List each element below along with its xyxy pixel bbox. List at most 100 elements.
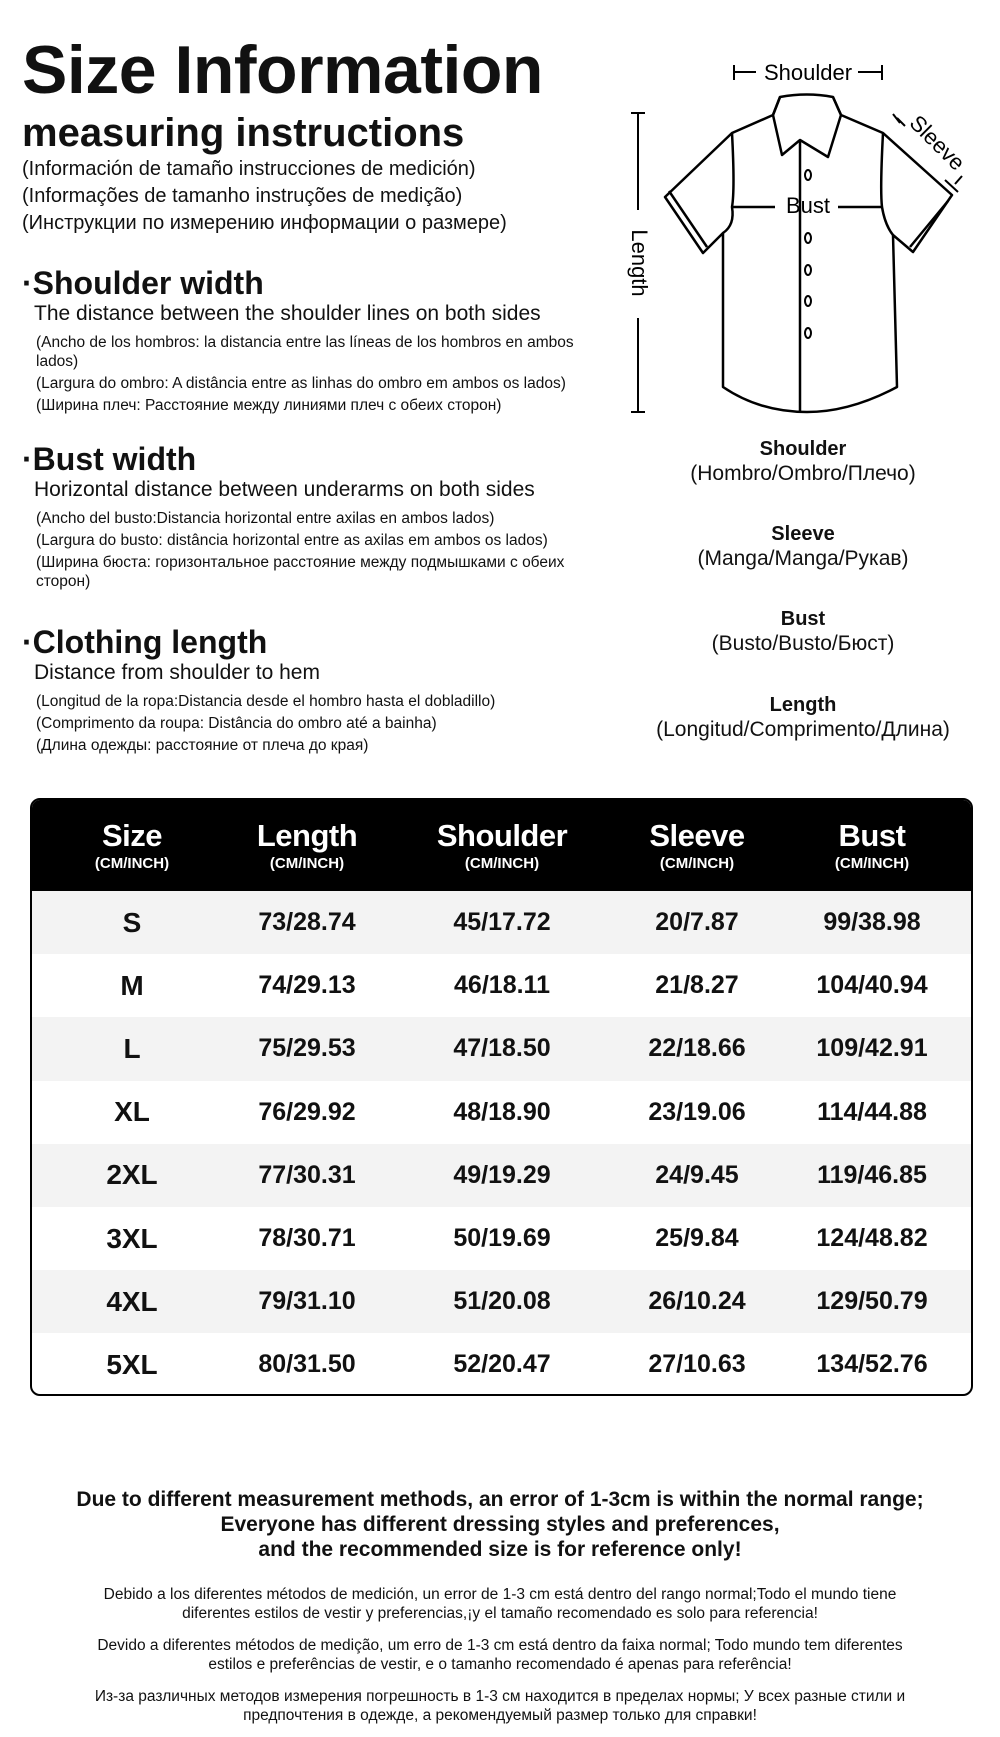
table-row: 4XL 79/31.10 51/20.08 26/10.24 129/50.79 [32, 1270, 971, 1334]
size-cell: 4XL [106, 1285, 158, 1317]
section-title: ·Shoulder width [22, 265, 264, 301]
subtitle-translation-es: (Información de tamaño instrucciones de … [22, 158, 476, 180]
size-cell: 2XL [106, 1159, 158, 1191]
legend-bust: Bust (Busto/Busto/Бюст) [620, 607, 986, 657]
legend-length: Length (Longitud/Comprimento/Длина) [620, 693, 986, 743]
section-clothing-length: ·Clothing length Distance from shoulder … [22, 624, 582, 758]
measurement-cell: 76/29.92 [258, 1097, 356, 1126]
column-header-size: Size (CM/INCH) [32, 800, 222, 891]
column-header-sleeve: Sleeve (CM/INCH) [612, 800, 782, 891]
measurement-cell: 134/52.76 [816, 1350, 928, 1379]
column-header-bust: Bust (CM/INCH) [782, 800, 962, 891]
measurement-cell: 124/48.82 [816, 1224, 928, 1253]
legend-term: Shoulder [759, 438, 847, 460]
table-body: S 73/28.74 45/17.72 20/7.87 99/38.98 M 74/29.1… [32, 891, 971, 1394]
section-note: (Ancho de los hombros: la distancia entr… [36, 334, 574, 370]
section-desc: Horizontal distance between underarms on… [34, 478, 535, 501]
column-unit: (CM/INCH) [659, 854, 735, 872]
measurement-cell: 104/40.94 [816, 971, 928, 1000]
section-note: (Longitud de la ropa:Distancia desde el … [36, 693, 496, 710]
column-unit: (CM/INCH) [464, 854, 540, 872]
measurement-cell: 73/28.74 [258, 908, 356, 937]
measurement-cell: 50/19.69 [453, 1224, 551, 1253]
measurement-cell: 45/17.72 [453, 908, 551, 937]
section-note: (Ancho del busto:Distancia horizontal en… [36, 510, 495, 527]
table-row: S 73/28.74 45/17.72 20/7.87 99/38.98 [32, 891, 971, 955]
column-label: Length [256, 817, 358, 853]
measurement-cell: 74/29.13 [258, 971, 356, 1000]
table-row: M 74/29.13 46/18.11 21/8.27 104/40.94 [32, 954, 971, 1017]
measurement-cell: 129/50.79 [816, 1287, 928, 1316]
legend-shoulder: Shoulder (Hombro/Ombro/Плечо) [620, 437, 986, 487]
measurement-cell: 27/10.63 [648, 1350, 746, 1379]
section-note: (Largura do busto: distância horizontal … [36, 532, 548, 549]
table-row: 2XL 77/30.31 49/19.29 24/9.45 119/46.85 [32, 1143, 971, 1207]
subtitle-translation-ru: (Инструкции по измерению информации о ра… [22, 212, 507, 234]
legend-term: Sleeve [771, 523, 835, 545]
section-note: (Ширина бюста: горизонтальное расстояние… [36, 554, 565, 590]
disclaimer-line: Due to different measurement methods, an… [76, 1488, 924, 1511]
legend-term: Length [769, 694, 837, 716]
section-shoulder-width: ·Shoulder width The distance between the… [22, 265, 582, 418]
diagram-label-shoulder: Shoulder [764, 60, 852, 85]
page-subtitle: measuring instructions [22, 111, 465, 155]
measurement-cell: 52/20.47 [453, 1350, 551, 1379]
section-desc: Distance from shoulder to hem [34, 661, 320, 684]
measurement-cell: 26/10.24 [648, 1287, 746, 1316]
table-row: 3XL 78/30.71 50/19.69 25/9.84 124/48.82 [32, 1207, 971, 1270]
shirt-diagram-icon: Shoulder Bust Length Sleeve [627, 60, 970, 414]
disclaimer-line: and the recommended size is for referenc… [258, 1538, 742, 1561]
section-title: ·Clothing length [22, 624, 268, 660]
legend-term: Bust [780, 608, 826, 630]
diagram-label-bust: Bust [786, 193, 830, 218]
legend-translation: (Busto/Busto/Бюст) [711, 632, 895, 655]
disclaimer-line: Everyone has different dressing styles a… [220, 1513, 780, 1536]
size-cell: 5XL [106, 1348, 158, 1380]
disclaimer-english: Due to different measurement methods, an… [30, 1487, 970, 1562]
subtitle-translation-pt: (Informações de tamanho instruções de me… [22, 185, 463, 207]
section-note: (Длина одежды: расстояние от плеча до кр… [36, 737, 369, 754]
legend-translation: (Hombro/Ombro/Плечо) [690, 462, 916, 485]
measurement-cell: 49/19.29 [453, 1160, 551, 1189]
page-title: Size Information [22, 32, 543, 108]
measurement-cell: 78/30.71 [258, 1224, 356, 1253]
measurement-cell: 23/19.06 [648, 1097, 746, 1126]
measurement-cell: 75/29.53 [258, 1034, 356, 1063]
column-header-shoulder: Shoulder (CM/INCH) [392, 800, 612, 891]
column-label: Bust [838, 817, 906, 853]
section-bust-width: ·Bust width Horizontal distance between … [22, 441, 582, 594]
size-cell: S [122, 906, 142, 938]
disclaimer-portuguese: Devido a diferentes métodos de medição, … [97, 1637, 903, 1673]
measurement-cell: 119/46.85 [817, 1160, 927, 1189]
diagram-label-sleeve: Sleeve [905, 110, 970, 175]
measurement-cell: 46/18.11 [454, 971, 550, 1000]
legend-sleeve: Sleeve (Manga/Manga/Рукав) [620, 522, 986, 572]
measurement-cell: 20/7.87 [655, 908, 739, 937]
column-label: Sleeve [649, 817, 745, 853]
section-desc: The distance between the shoulder lines … [34, 302, 541, 325]
column-label: Shoulder [436, 817, 568, 853]
disclaimer-russian: Из-за различных методов измерения погреш… [94, 1688, 906, 1724]
measurement-cell: 51/20.08 [453, 1287, 551, 1316]
measurement-cell: 21/8.27 [655, 971, 739, 1000]
size-cell: 3XL [106, 1222, 158, 1254]
size-cell: M [120, 969, 144, 1001]
table-row: XL 76/29.92 48/18.90 23/19.06 114/44.88 [32, 1081, 971, 1144]
measurement-cell: 80/31.50 [258, 1350, 356, 1379]
size-cell: L [123, 1032, 141, 1064]
diagram-label-length: Length [627, 229, 652, 296]
size-cell: XL [114, 1096, 150, 1128]
table-row: L 75/29.53 47/18.50 22/18.66 109/42.91 [32, 1017, 971, 1081]
column-unit: (CM/INCH) [269, 854, 345, 872]
column-header-length: Length (CM/INCH) [222, 800, 392, 891]
column-unit: (CM/INCH) [834, 854, 910, 872]
measurement-cell: 109/42.91 [816, 1034, 928, 1063]
legend-translation: (Longitud/Comprimento/Длина) [656, 718, 950, 741]
size-table: Size (CM/INCH) Length (CM/INCH) Shoulder (C… [30, 798, 973, 1396]
section-title: ·Bust width [22, 441, 197, 477]
disclaimer-spanish: Debido a los diferentes métodos de medic… [103, 1586, 897, 1622]
measurement-cell: 24/9.45 [655, 1160, 739, 1189]
measurement-cell: 114/44.88 [817, 1097, 927, 1126]
section-note: (Largura do ombro: A distância entre as … [36, 375, 566, 392]
column-unit: (CM/INCH) [94, 854, 170, 872]
